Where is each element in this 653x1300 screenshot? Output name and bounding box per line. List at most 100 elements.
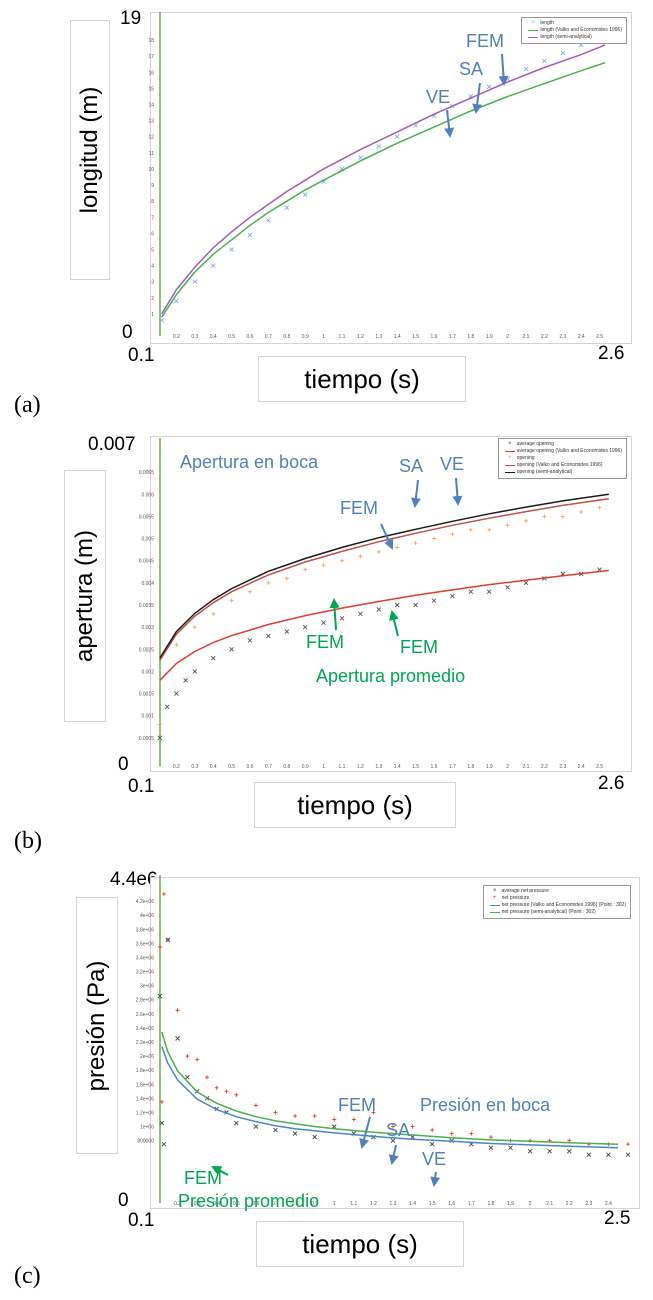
x-tick-label: 1.1: [350, 1201, 357, 1207]
data-point: [284, 576, 289, 581]
y-tick-label: 0.001: [141, 714, 154, 720]
data-point: [157, 944, 162, 949]
data-point: [468, 527, 473, 532]
data-point: [273, 1110, 278, 1115]
x-axis-title: tiempo (s): [304, 363, 420, 394]
legend-label: length (Valko and Economides 1996): [540, 27, 622, 33]
y-tick-label: 6: [151, 231, 154, 237]
chart-b: 0.2 0.3 0.4 0.5 0.6 0.7 0.8 0.9 1 1.1 1.2 1.3 1.4 1.5…: [139, 438, 609, 770]
arrow-fem-avg-2: [389, 610, 399, 637]
legend-entry: + opening: [503, 455, 622, 462]
x-tick-label: 0.4: [210, 764, 217, 770]
x-tick-label: 1.3: [390, 1201, 397, 1207]
y-tick-label: 2.6e+06: [136, 1012, 154, 1018]
legend-entry: × length: [526, 20, 622, 27]
data-point: [211, 611, 216, 616]
data-point: [247, 232, 253, 238]
data-point: [371, 1110, 376, 1115]
x-min-label: 0.1: [128, 776, 155, 797]
data-point: [157, 993, 163, 999]
data-point: [165, 937, 170, 942]
data-point: [560, 514, 565, 519]
y-tick-label: 10: [148, 167, 154, 173]
y-tick-label: 5: [151, 247, 154, 253]
data-point: [413, 602, 418, 608]
y-tick-label: 1.4e+06: [136, 1096, 154, 1102]
data-point: [175, 1036, 180, 1041]
data-point: [351, 1117, 356, 1122]
legend-symbol: +: [492, 895, 497, 901]
x-tick-label: 1.6: [431, 764, 438, 770]
x-axis-title-frame: tiempo (s): [254, 782, 456, 828]
x-tick-label: 1.3: [375, 764, 382, 770]
legend-label: average opening: [516, 441, 554, 447]
data-point: [174, 298, 179, 304]
legend: × length length (Valko and Economides 1996…: [521, 17, 627, 44]
y-tick-label: 15: [148, 86, 154, 92]
data-point: [524, 518, 528, 523]
x-tick-label: 0.7: [265, 764, 272, 770]
data-point: [164, 704, 170, 710]
data-point: [430, 1128, 435, 1133]
x-tick-label: 0.2: [173, 764, 180, 770]
annotation-apertura-en-boca: Apertura en boca: [180, 452, 319, 472]
y-tick-label: 3.2e+06: [136, 970, 154, 976]
x-tick-label: 2.2: [566, 1201, 573, 1207]
data-point: [450, 532, 455, 537]
data-point: [339, 615, 345, 621]
arrow-fem-avg: [211, 1166, 229, 1176]
plot-frame: [150, 12, 632, 344]
annotation-ve: VE: [440, 454, 465, 474]
x-tick-label: 1.2: [370, 1201, 377, 1207]
data-point: [527, 1148, 533, 1154]
x-tick-label: 0.6: [252, 1201, 259, 1207]
legend-label: length (semi-analytical): [540, 34, 592, 40]
x-tick-label: 1.9: [486, 764, 493, 770]
data-point: [185, 1074, 190, 1080]
series-line: [161, 61, 606, 318]
data-point: [597, 505, 602, 510]
y-tick-label: 2.2e+06: [136, 1040, 154, 1046]
data-point: [625, 1152, 631, 1158]
data-point: [293, 1113, 298, 1118]
y-tick-label: 11: [149, 151, 154, 157]
y-tick-label: 0.006: [141, 492, 154, 498]
y-tick-label: 18: [148, 38, 154, 44]
x-tick-label: 1.7: [449, 334, 456, 340]
x-tick-label: 1.3: [375, 334, 382, 340]
arrow-sa: [410, 479, 421, 508]
x-tick-label: 1.8: [467, 334, 474, 340]
panel-label: (b): [14, 828, 42, 854]
x-tick-label: 1: [322, 334, 325, 340]
y-tick-label: 0.002: [141, 669, 154, 675]
legend-entry: opening (semi-analytical): [503, 469, 622, 476]
panel-a: longitud (m) 19 0 0.2 0.3 0.4 0.5 0.6 0.7 0.8 0…: [0, 0, 653, 430]
y-tick-label: 2: [151, 296, 154, 302]
y-max-label: 4.4e6: [110, 869, 158, 890]
x-tick-label: 0.9: [302, 764, 309, 770]
series-line: [161, 1031, 619, 1145]
chart-a: 0.2 0.3 0.4 0.5 0.6 0.7 0.8 0.9 1 1.1 1.2 1.3 1.4 1.5…: [148, 12, 606, 340]
panel-c: presión (Pa) 4.4e6 0 0.2 0.3 0.4 0.5 0.6 0.7 0…: [0, 865, 653, 1300]
legend-symbol: ×: [531, 20, 536, 26]
annotation-sa: SA: [459, 59, 484, 79]
data-point: [321, 620, 326, 626]
x-tick-label: 0.7: [265, 334, 272, 340]
x-tick-label: 2.5: [596, 764, 603, 770]
data-point: [234, 1120, 239, 1126]
panel-label: (a): [14, 392, 41, 418]
y-tick-label: 9: [151, 183, 154, 189]
y-tick-label: 0.0045: [139, 559, 155, 565]
x-min-label: 0.1: [128, 1210, 155, 1231]
x-tick-label: 1.5: [429, 1201, 436, 1207]
data-point: [560, 50, 566, 56]
legend-label: net pressure (Valko and Economides 1996)…: [501, 902, 626, 908]
data-point: [192, 669, 198, 674]
y-tick-label: 4.2e+06: [136, 899, 154, 905]
data-point: [253, 1103, 258, 1108]
legend-label: average net pressure: [501, 888, 549, 894]
x-tick-label: 2.5: [596, 334, 603, 340]
data-point: [547, 1148, 552, 1154]
data-point: [429, 1141, 435, 1147]
y-axis-title-frame: apertura (m): [64, 470, 106, 722]
